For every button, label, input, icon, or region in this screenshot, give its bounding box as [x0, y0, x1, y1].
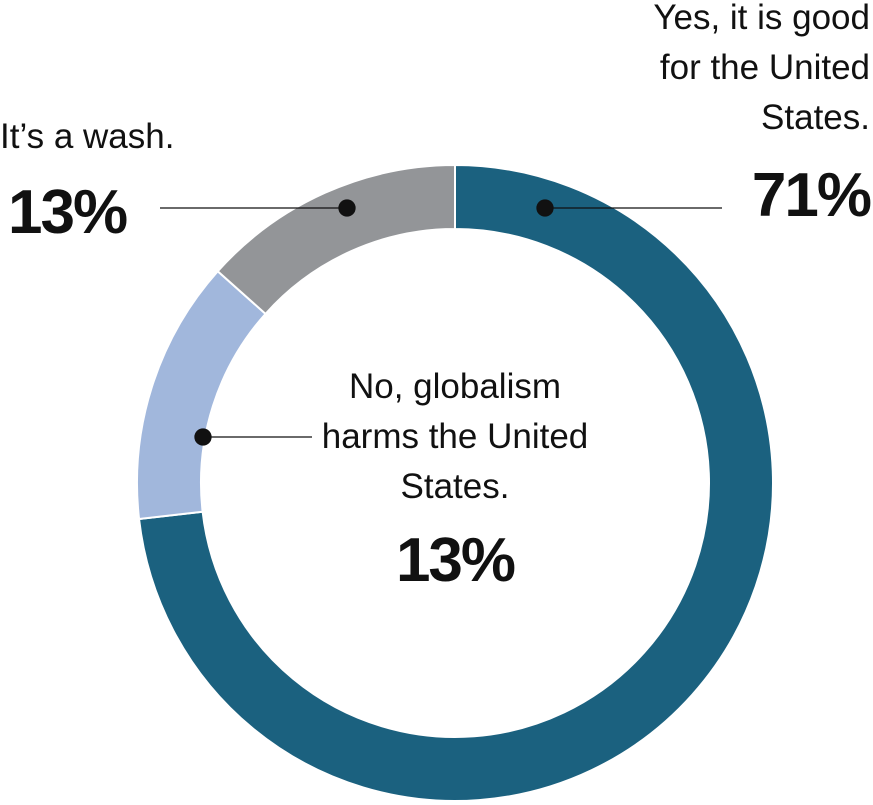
leader-dot: [536, 199, 554, 217]
value-label: 13%: [8, 178, 128, 247]
slice-label: It’s a wash.: [0, 117, 175, 156]
slice-label: No, globalism harms the United States.: [321, 367, 589, 506]
donut-slice: [216, 163, 456, 316]
leaders: [160, 199, 722, 446]
donut-slice: [136, 269, 267, 521]
value-label: 71%: [751, 161, 872, 230]
slice-label: Yes, it is good for the United States.: [653, 0, 870, 137]
leader-dot: [338, 199, 356, 217]
value-label: 13%: [395, 526, 516, 595]
leader-dot: [194, 428, 212, 446]
slices: [136, 163, 774, 802]
donut-slice: [137, 163, 774, 802]
